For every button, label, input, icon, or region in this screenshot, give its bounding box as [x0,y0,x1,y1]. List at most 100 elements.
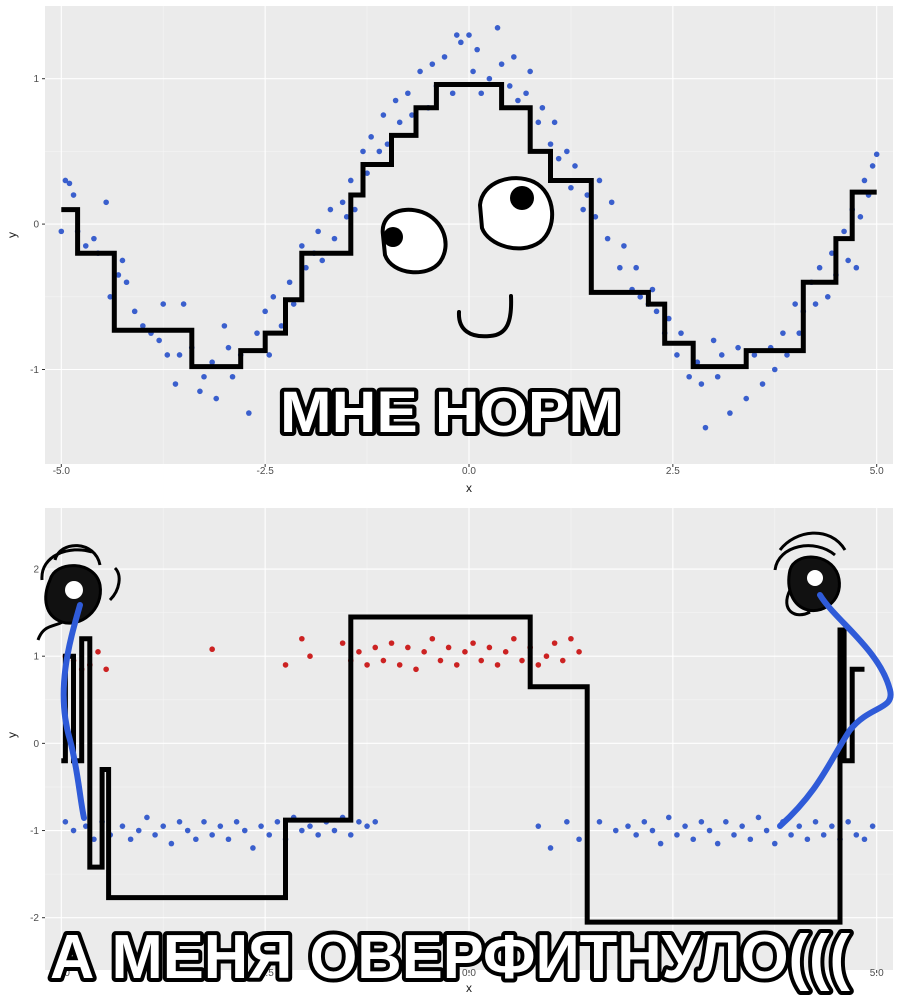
top-data-point [83,243,89,249]
top-data-point [466,32,472,38]
top-x-tick-label: 5.0 [870,466,884,477]
bottom-data-point [478,658,484,664]
top-data-point [340,199,346,205]
top-data-point [621,243,627,249]
top-y-tick-label: 1 [33,74,39,85]
top-data-point [854,265,860,271]
top-data-point [617,265,623,271]
bottom-data-point [356,819,362,825]
top-data-point [817,265,823,271]
top-data-point [368,134,374,140]
bottom-data-point [209,646,215,652]
bottom-data-point [495,662,501,668]
bottom-data-point [152,832,158,838]
top-x-tick-label: -5.0 [53,466,71,477]
top-data-point [319,258,325,264]
top-data-point [654,309,660,315]
bottom-data-point [209,832,215,838]
top-data-point [254,330,260,336]
bottom-data-point [854,832,860,838]
bottom-data-point [576,649,582,655]
bottom-data-point [650,828,656,834]
bottom-data-point [71,828,77,834]
bottom-data-point [707,828,713,834]
top-data-point [160,301,166,307]
top-data-point [523,90,529,96]
top-data-point [780,330,786,336]
top-data-point [515,98,521,104]
top-data-point [328,207,334,213]
top-data-point [377,149,383,155]
top-data-point [580,207,586,213]
bottom-data-point [307,823,313,829]
bottom-data-point [633,832,639,838]
top-data-point [156,338,162,344]
bottom-data-point [548,845,554,851]
bottom-data-point [666,815,672,821]
top-data-point [870,163,876,169]
top-data-point [226,345,232,351]
top-data-point [727,410,733,416]
top-data-point [124,279,130,285]
bottom-data-point [136,828,142,834]
top-data-point [287,279,293,285]
top-x-tick-label: 2.5 [666,466,680,477]
bottom-data-point [470,640,476,646]
bottom-data-point [438,658,444,664]
top-data-point [568,185,574,191]
top-y-axis-title: y [5,232,19,238]
top-data-point [360,149,366,155]
top-data-point [487,76,493,82]
top-data-point [332,236,338,242]
top-data-point [177,352,183,358]
bottom-data-point [63,819,69,825]
top-data-point [165,352,171,358]
bottom-data-point [144,815,150,821]
top-data-point [91,236,97,242]
top-data-point [686,374,692,380]
bottom-data-point [218,823,224,829]
top-data-point [474,47,480,53]
bottom-data-point [372,819,378,825]
bottom-data-point [397,662,403,668]
bottom-data-point [690,836,696,842]
top-data-point [597,178,603,184]
top-data-point [173,381,179,387]
bottom-data-point [544,653,550,659]
bottom-data-point [120,823,126,829]
top-data-point [181,301,187,307]
top-data-point [405,90,411,96]
top-data-point [348,178,354,184]
bottom-data-point [421,649,427,655]
bottom-data-point [715,841,721,847]
right-eye-glint-icon [807,570,823,586]
top-data-point [552,120,558,126]
top-data-point [454,32,460,38]
bottom-data-point [381,658,387,664]
top-data-point [201,374,207,380]
bottom-data-point [160,823,166,829]
top-data-point [271,294,277,300]
bottom-data-point [870,823,876,829]
bottom-data-point [829,823,835,829]
top-data-point [715,374,721,380]
top-data-point [478,90,484,96]
top-data-point [213,396,219,402]
bottom-data-point [764,828,770,834]
bottom-data-point [748,836,754,842]
top-data-point [743,396,749,402]
right-pupil-icon [510,186,534,210]
top-data-point [470,69,476,75]
top-data-point [792,301,798,307]
top-data-point [315,229,321,235]
bottom-y-tick-label: -2 [30,913,39,924]
bottom-data-point [307,653,313,659]
top-x-axis-title: x [466,481,472,495]
bottom-data-point [258,823,264,829]
bottom-data-point [613,828,619,834]
bottom-data-point [405,645,411,651]
top-data-point [674,352,680,358]
top-x-tick-label: -2.5 [257,466,275,477]
top-data-point [719,352,725,358]
